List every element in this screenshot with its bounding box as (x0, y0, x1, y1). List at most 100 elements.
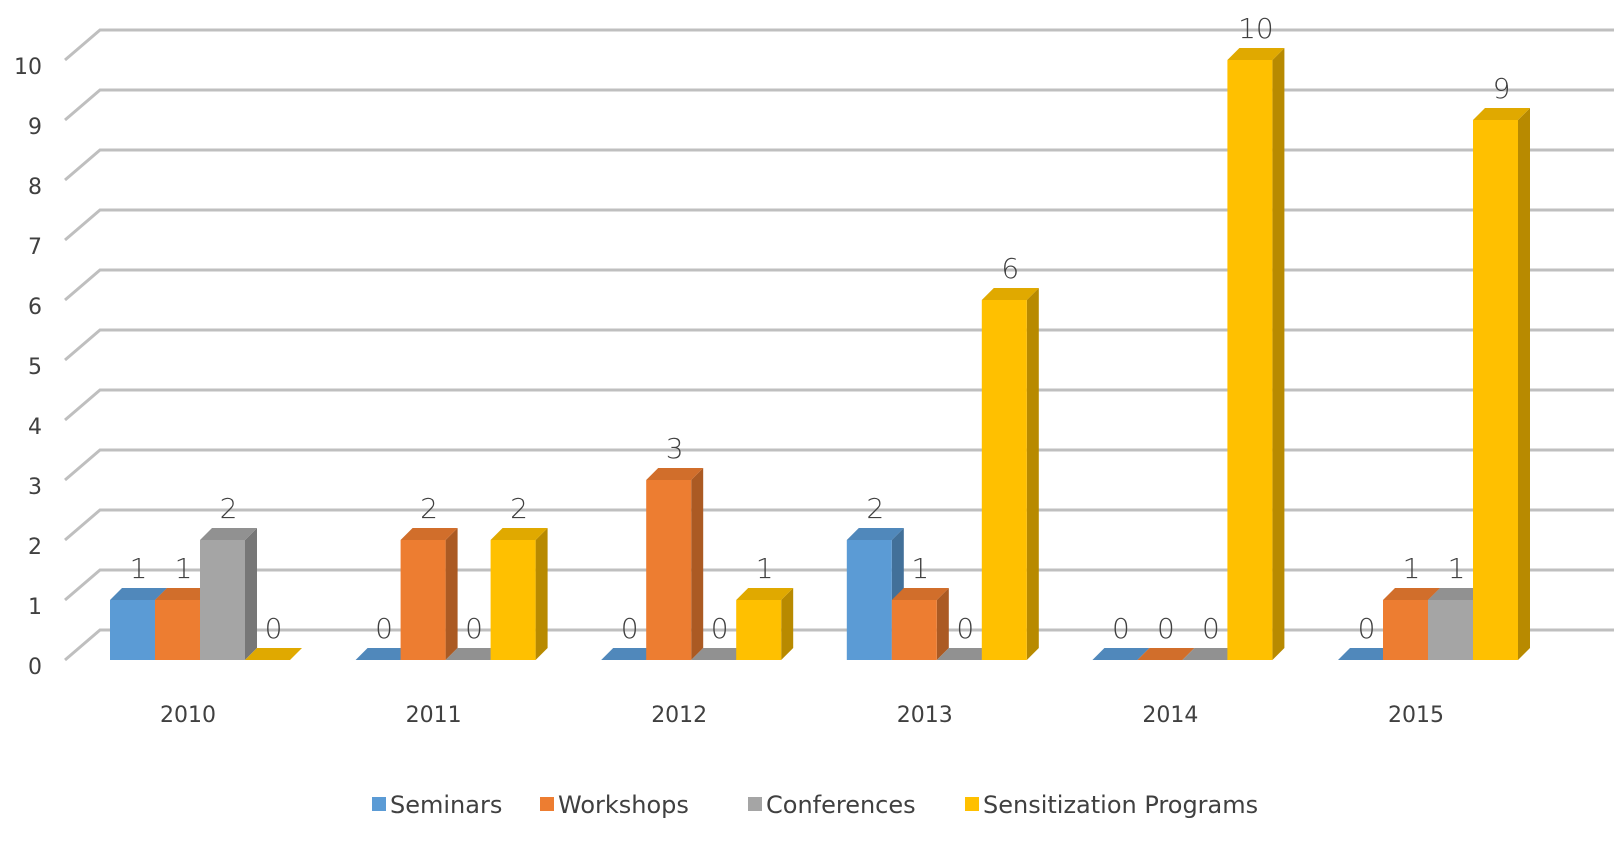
bar (490, 528, 548, 660)
grid-line (64, 328, 1614, 362)
bar-top (1338, 648, 1395, 660)
data-label: 1 (130, 552, 148, 585)
bar-top (936, 648, 994, 660)
data-label: 1 (756, 552, 774, 585)
y-tick-label: 1 (28, 595, 42, 620)
grid-line (64, 448, 1614, 482)
data-label: 0 (1202, 612, 1220, 645)
y-tick-label: 4 (28, 415, 42, 440)
bar-top (646, 468, 704, 480)
bar-top (691, 648, 749, 660)
data-label: 6 (1001, 252, 1019, 285)
bar (601, 648, 659, 660)
bar (1182, 648, 1240, 660)
data-label: 0 (621, 612, 639, 645)
bar-side (245, 528, 257, 660)
data-label: 1 (175, 552, 193, 585)
grid-line (64, 208, 1614, 242)
legend-swatch (372, 797, 386, 811)
bar-front (646, 480, 692, 660)
bar (691, 648, 749, 660)
grid-line (64, 388, 1614, 422)
bar (1137, 648, 1195, 660)
bar (245, 648, 302, 660)
bar-front (736, 600, 782, 660)
bar-top (1137, 648, 1195, 660)
bar (1473, 108, 1530, 660)
bar-front (1383, 600, 1428, 660)
data-label: 1 (1403, 552, 1421, 585)
bar-side (445, 528, 458, 660)
legend-swatch (965, 797, 979, 811)
y-tick-label: 3 (28, 475, 42, 500)
grid-line (64, 508, 1614, 542)
bar-front (110, 600, 155, 660)
bar-top (445, 648, 503, 660)
y-tick-label: 7 (28, 235, 42, 260)
x-tick-label: 2011 (406, 703, 462, 728)
data-label: 0 (711, 612, 729, 645)
data-label: 0 (956, 612, 974, 645)
bar (355, 648, 413, 660)
bar-front (400, 540, 446, 660)
legend-label: Workshops (558, 791, 689, 819)
data-label: 2 (510, 492, 528, 525)
x-tick-label: 2014 (1142, 703, 1198, 728)
grid-line (64, 568, 1614, 602)
bar-front (1473, 120, 1518, 660)
bar-top (110, 588, 167, 600)
bar-side (535, 528, 548, 660)
bar (936, 648, 994, 660)
data-label: 3 (666, 432, 684, 465)
grid-line (64, 268, 1614, 302)
bar-side (936, 588, 949, 660)
bar-side (1272, 48, 1285, 660)
bar-top (1428, 588, 1485, 600)
y-tick-label: 6 (28, 295, 42, 320)
y-tick-label: 0 (28, 655, 42, 680)
bar-top (736, 588, 794, 600)
bar (646, 468, 704, 660)
bar-front (981, 300, 1027, 660)
bar-top (1473, 108, 1530, 120)
bar-side (781, 588, 794, 660)
bar-top (490, 528, 548, 540)
legend-label: Sensitization Programs (983, 791, 1258, 819)
bar (400, 528, 458, 660)
data-label: 0 (465, 612, 483, 645)
bar-top (1182, 648, 1240, 660)
bar-top (155, 588, 212, 600)
y-tick-label: 9 (28, 115, 42, 140)
x-tick-label: 2013 (897, 703, 953, 728)
legend-swatch (540, 797, 554, 811)
data-label: 1 (911, 552, 929, 585)
x-tick-label: 2012 (651, 703, 707, 728)
bar-top (981, 288, 1039, 300)
bar (891, 588, 949, 660)
y-tick-label: 8 (28, 175, 42, 200)
data-label: 0 (1358, 612, 1376, 645)
grid-line (64, 28, 1614, 62)
data-label: 0 (1112, 612, 1130, 645)
bar-front (155, 600, 200, 660)
bar (200, 528, 257, 660)
data-label: 9 (1493, 72, 1511, 105)
legend-label: Conferences (766, 791, 916, 819)
bar (736, 588, 794, 660)
data-label: 1 (1448, 552, 1466, 585)
bar-side (1518, 108, 1530, 660)
bar-top (1092, 648, 1150, 660)
data-label: 2 (866, 492, 884, 525)
y-tick-label: 5 (28, 355, 42, 380)
bar-top (400, 528, 458, 540)
bar-top (846, 528, 904, 540)
legend-swatch (748, 797, 762, 811)
data-label: 2 (220, 492, 238, 525)
bar-side (691, 468, 704, 660)
bar (981, 288, 1039, 660)
y-tick-label: 2 (28, 535, 42, 560)
bar (1092, 648, 1150, 660)
bar-front (1227, 60, 1273, 660)
bar-front (200, 540, 245, 660)
